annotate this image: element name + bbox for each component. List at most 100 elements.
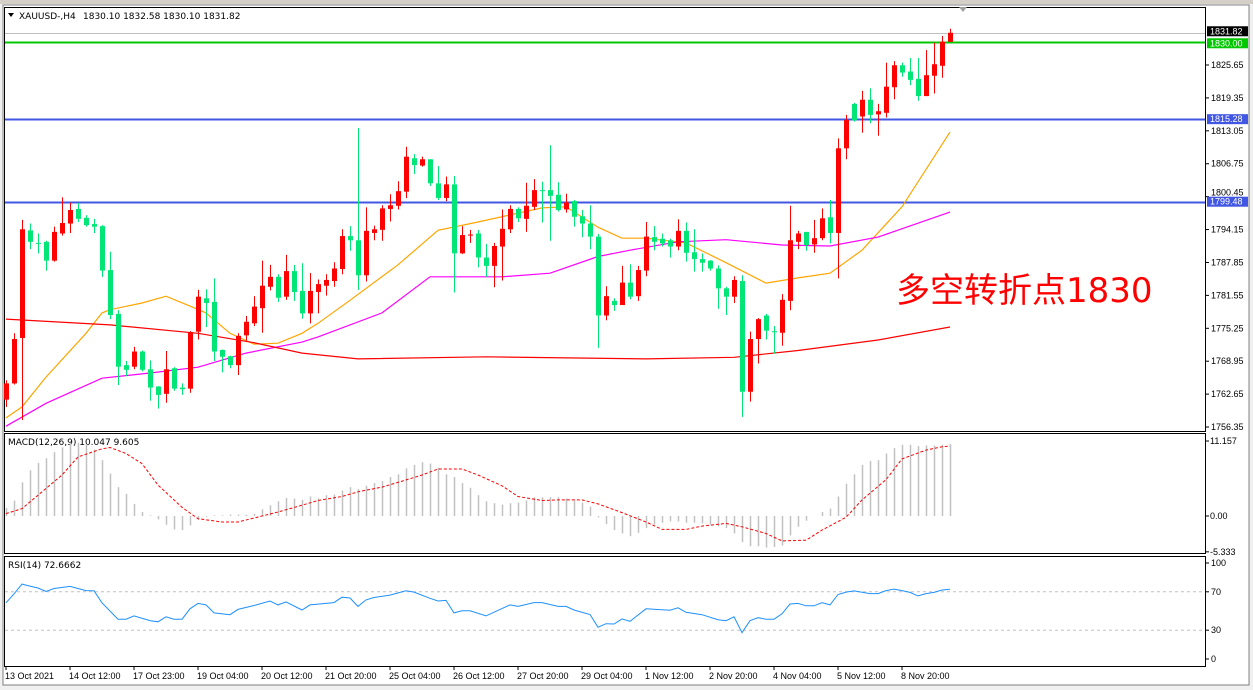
time-tick-label: 29 Oct 04:00 bbox=[581, 671, 633, 681]
level-price-label: 1831.82 bbox=[1210, 26, 1243, 36]
candle bbox=[836, 138, 841, 279]
macd-title: MACD(12,26,9) 10.047 9.605 bbox=[8, 438, 139, 448]
tab-strip bbox=[0, 0, 1253, 4]
candle-body bbox=[452, 184, 457, 254]
level-price-tag bbox=[1207, 26, 1248, 37]
candle-body bbox=[908, 71, 913, 80]
candle-body bbox=[92, 224, 97, 227]
candle bbox=[244, 316, 249, 341]
candle bbox=[692, 229, 697, 272]
candle bbox=[196, 289, 201, 340]
main-price-panel[interactable] bbox=[4, 7, 1206, 432]
candle-body bbox=[500, 228, 505, 247]
candle bbox=[476, 229, 481, 268]
candle bbox=[612, 298, 617, 311]
candle-body bbox=[284, 271, 289, 297]
candle bbox=[332, 262, 337, 287]
candle-body bbox=[100, 226, 105, 271]
candle bbox=[812, 219, 817, 253]
candle bbox=[20, 219, 25, 420]
time-tick-label: 13 Oct 2021 bbox=[5, 671, 54, 681]
candle bbox=[524, 182, 529, 232]
rsi-panel[interactable] bbox=[4, 556, 1206, 667]
rsi-tick-label: 70 bbox=[1211, 587, 1221, 597]
annotation-text: 多空转折点1830 bbox=[896, 271, 1153, 311]
rsi-title: RSI(14) 72.6662 bbox=[8, 561, 81, 571]
candle bbox=[212, 278, 217, 361]
candle-body bbox=[468, 234, 473, 236]
candle bbox=[44, 240, 49, 271]
candle-body bbox=[308, 290, 313, 314]
candle-body bbox=[804, 231, 809, 245]
candle bbox=[716, 265, 721, 309]
candle bbox=[164, 351, 169, 403]
candle bbox=[668, 238, 673, 258]
candle bbox=[884, 62, 889, 118]
price-tick-label: 1819.35 bbox=[1211, 93, 1244, 103]
triangle-down-icon[interactable] bbox=[8, 13, 14, 17]
candle bbox=[132, 346, 137, 370]
candle bbox=[740, 275, 745, 417]
macd-panel[interactable] bbox=[4, 433, 1206, 554]
candle-body bbox=[220, 349, 225, 357]
candle-body bbox=[892, 65, 897, 88]
candle bbox=[4, 380, 9, 407]
macd-tick-label: 0.00 bbox=[1210, 511, 1228, 521]
candle-body bbox=[780, 299, 785, 333]
candle-body bbox=[156, 386, 161, 395]
candle-body bbox=[372, 229, 377, 233]
price-tick-label: 1825.65 bbox=[1211, 60, 1244, 70]
candle bbox=[708, 260, 713, 271]
candle bbox=[356, 127, 361, 290]
candle-body bbox=[340, 236, 345, 269]
price-tick-label: 1794.15 bbox=[1211, 225, 1244, 235]
candle bbox=[340, 229, 345, 275]
candle-body bbox=[388, 205, 393, 209]
time-tick-label: 2 Nov 20:00 bbox=[709, 671, 758, 681]
time-tick-label: 20 Oct 12:00 bbox=[261, 671, 313, 681]
candle bbox=[860, 90, 865, 133]
candle-body bbox=[428, 159, 433, 184]
candle-body bbox=[68, 209, 73, 224]
candle bbox=[300, 263, 305, 319]
candle bbox=[916, 57, 921, 101]
candle bbox=[908, 57, 913, 86]
candle-body bbox=[484, 257, 489, 266]
candle-body bbox=[180, 387, 185, 390]
candle-body bbox=[244, 321, 249, 336]
candle-body bbox=[380, 208, 385, 230]
macd-tick-label: -5.333 bbox=[1210, 547, 1236, 557]
candle-body bbox=[820, 218, 825, 239]
candle bbox=[644, 221, 649, 277]
candle bbox=[412, 154, 417, 174]
candle-body bbox=[532, 190, 537, 207]
candle-body bbox=[276, 276, 281, 298]
candle bbox=[108, 251, 113, 320]
candle bbox=[788, 205, 793, 311]
candle-body bbox=[548, 190, 553, 196]
candle bbox=[276, 274, 281, 302]
candle-body bbox=[4, 383, 9, 400]
candle bbox=[324, 274, 329, 296]
candle-body bbox=[588, 223, 593, 237]
candle bbox=[756, 318, 761, 364]
candle bbox=[236, 333, 241, 376]
candle-body bbox=[476, 233, 481, 258]
candle bbox=[84, 215, 89, 227]
candle bbox=[540, 181, 545, 223]
candle bbox=[124, 360, 129, 377]
candle-body bbox=[60, 223, 65, 234]
candle-body bbox=[636, 270, 641, 297]
chart-shift-marker-icon[interactable] bbox=[959, 7, 967, 12]
candle bbox=[380, 205, 385, 241]
candle-body bbox=[732, 279, 737, 297]
candle bbox=[396, 181, 401, 210]
candle-body bbox=[404, 156, 409, 192]
candle bbox=[436, 166, 441, 201]
candle-body bbox=[196, 296, 201, 332]
candle-body bbox=[628, 282, 633, 297]
candle-body bbox=[924, 75, 929, 97]
candle bbox=[460, 226, 465, 254]
candle-body bbox=[396, 191, 401, 206]
